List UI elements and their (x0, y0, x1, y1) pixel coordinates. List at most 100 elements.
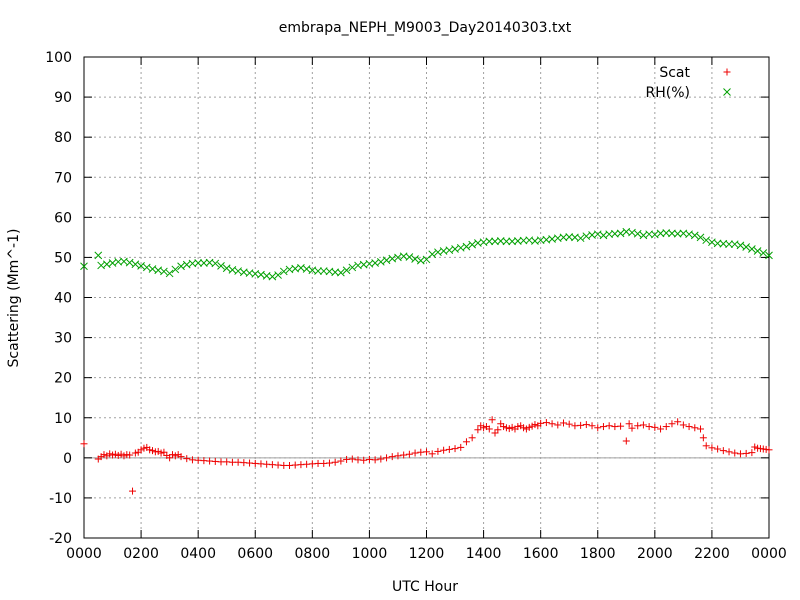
chart-title: embrapa_NEPH_M9003_Day20140303.txt (279, 20, 572, 36)
scat-point (622, 437, 630, 445)
scat-point (500, 423, 508, 431)
legend-marker-scat (723, 68, 731, 76)
y-tick-label: -10 (49, 491, 72, 507)
scat-point (183, 455, 191, 463)
x-tick-label: 2000 (637, 546, 673, 562)
x-tick-label: 2200 (694, 546, 730, 562)
y-tick-label: 100 (45, 50, 72, 66)
series-layer (80, 227, 773, 495)
rh-point (217, 261, 225, 270)
scat-point (668, 420, 676, 428)
rh-point (160, 267, 168, 276)
scat-point (577, 421, 585, 429)
scat-point (411, 449, 419, 457)
scat-point (731, 449, 739, 457)
scat-point (560, 419, 567, 427)
y-tick-label: 50 (54, 250, 72, 266)
scat-point (699, 434, 707, 442)
scat-point (331, 458, 339, 466)
rh-point (211, 259, 220, 268)
scat-point (679, 421, 687, 429)
scat-point (657, 425, 665, 433)
rh-point (405, 253, 414, 261)
rh-series (80, 227, 773, 281)
scat-point (146, 446, 154, 454)
scat-point (531, 421, 539, 429)
scat-point (388, 453, 396, 461)
scat-point (651, 423, 659, 431)
rh-point (753, 247, 762, 255)
rh-point (268, 272, 277, 281)
x-tick-label: 1200 (409, 546, 445, 562)
x-axis-label: UTC Hour (392, 579, 458, 595)
x-tick-label: 0600 (237, 546, 273, 562)
rh-point (274, 271, 282, 279)
scat-point (554, 421, 562, 429)
rh-point (142, 263, 151, 272)
scat-point (405, 450, 413, 458)
scat-point (599, 423, 607, 431)
scat-point (691, 424, 699, 432)
rh-point (468, 240, 477, 249)
scat-point (468, 434, 476, 442)
legend-label-scat: Scat (659, 65, 690, 81)
scat-point (542, 419, 550, 427)
y-tick-label: 10 (54, 411, 72, 427)
rh-point (736, 241, 745, 250)
x-tick-label: 0000 (66, 546, 102, 562)
y-tick-label: 20 (54, 371, 72, 387)
y-tick-label: 90 (54, 90, 72, 106)
rh-point (314, 267, 322, 275)
x-tick-label: 0200 (123, 546, 159, 562)
rh-point (462, 242, 471, 251)
scat-point (702, 442, 710, 450)
rh-point (177, 262, 185, 271)
scat-point (80, 440, 88, 448)
rh-point (742, 243, 751, 251)
scat-point (325, 459, 333, 467)
scat-point (166, 454, 174, 462)
rh-point (616, 229, 625, 238)
rh-point (690, 231, 699, 240)
scat-point (488, 416, 496, 424)
rh-point (502, 237, 511, 246)
legend: Scat RH(%) (646, 65, 731, 101)
scat-point (522, 425, 530, 433)
scat-point (160, 448, 168, 456)
rh-point (428, 250, 437, 259)
axis-ticks: 0000 0200 0400 0600 0800 1000 1200 1400 1600 1800… (45, 50, 787, 562)
scat-point (525, 423, 533, 431)
plot-frame (83, 56, 770, 539)
y-tick-label: 40 (54, 291, 72, 307)
scat-point (348, 455, 356, 463)
scat-point (149, 447, 156, 455)
rh-point (80, 262, 88, 271)
scat-point (765, 446, 773, 454)
x-tick-label: 1400 (466, 546, 502, 562)
scat-point (485, 425, 493, 433)
scat-point (428, 450, 436, 458)
grid-lines (84, 57, 769, 538)
y-tick-label: 80 (54, 130, 72, 146)
y-tick-label: 70 (54, 170, 72, 186)
scat-point (140, 444, 148, 452)
x-tick-label: 1600 (523, 546, 559, 562)
rh-point (194, 259, 203, 267)
scat-point (748, 449, 756, 457)
scat-point (400, 451, 408, 459)
x-tick-label: 0000 (751, 546, 787, 562)
rh-point (137, 261, 145, 270)
scat-point (131, 449, 139, 457)
scat-point (565, 420, 573, 428)
legend-label-rh: RH(%) (646, 85, 690, 101)
scat-point (674, 418, 682, 426)
scat-point (480, 424, 488, 432)
scat-point (474, 426, 482, 434)
x-tick-label: 0400 (180, 546, 216, 562)
scat-point (639, 421, 647, 429)
scat-point (751, 443, 759, 451)
scat-point (742, 449, 750, 457)
scat-point (685, 423, 693, 431)
rh-point (748, 245, 756, 253)
